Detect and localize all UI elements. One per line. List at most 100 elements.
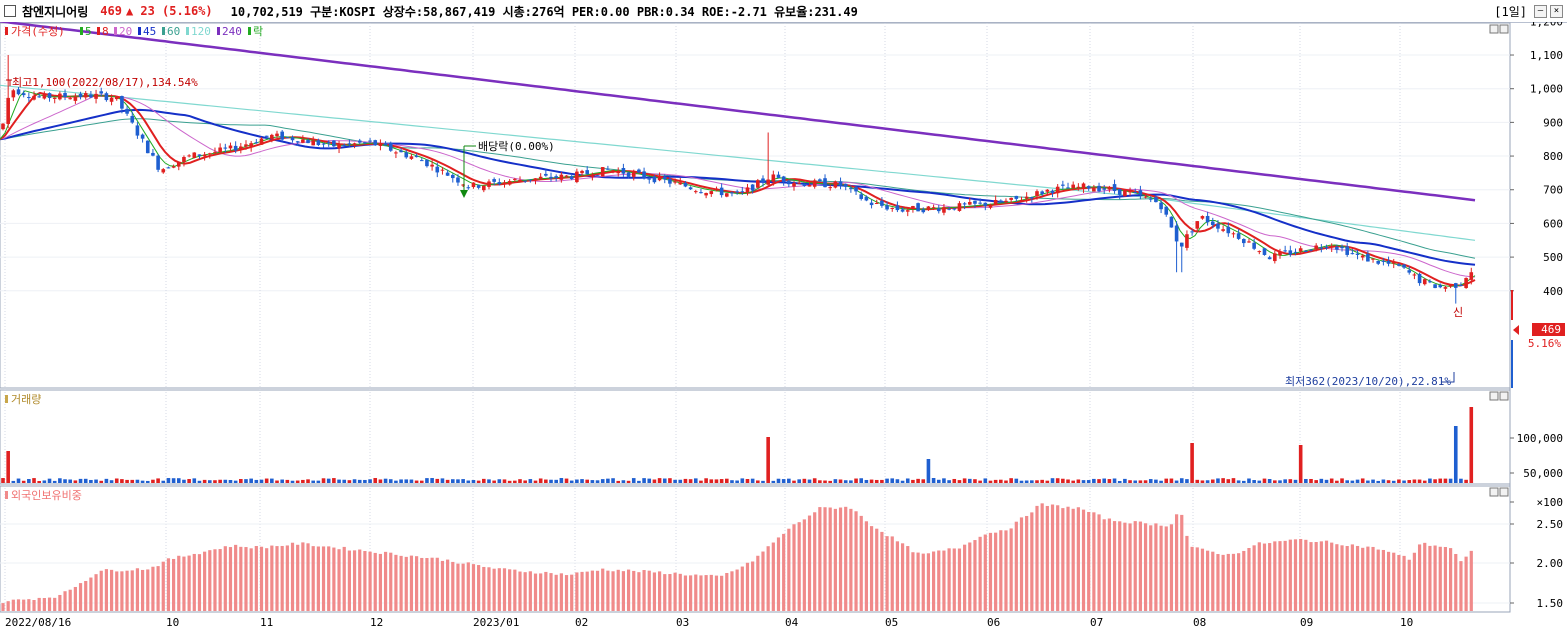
volume-bar — [916, 478, 920, 483]
foreign-panel-buttons[interactable] — [1489, 487, 1509, 497]
volume-bar — [1040, 479, 1044, 483]
candle-body — [208, 153, 212, 155]
foreign-bar — [228, 547, 233, 611]
candle-body — [652, 176, 657, 183]
volume-bar — [502, 479, 507, 483]
volume-bar — [301, 479, 305, 483]
foreign-bar — [203, 551, 207, 611]
candle-body — [270, 134, 274, 139]
candle-body — [1128, 191, 1132, 193]
volume-bar — [662, 478, 667, 483]
foreign-bar — [321, 546, 326, 611]
candle-body — [1185, 234, 1189, 248]
foreign-bar — [626, 569, 631, 611]
volume-bar — [63, 479, 67, 483]
candle-body — [513, 178, 517, 180]
candle-body — [580, 170, 584, 174]
foreign-bar — [58, 594, 62, 611]
volume-bar — [1252, 480, 1256, 483]
select-checkbox[interactable] — [4, 5, 16, 17]
foreign-bar — [280, 545, 284, 611]
foreign-bar — [616, 569, 620, 611]
candle-body — [419, 160, 424, 162]
volume-bar — [678, 479, 683, 483]
candle-body — [699, 192, 703, 194]
foreign-bar — [849, 508, 853, 611]
candle-body — [114, 96, 119, 100]
volume-bar — [947, 480, 951, 483]
foreign-bar — [921, 553, 925, 611]
foreign-legend: 외국인보유비중 — [5, 489, 82, 502]
volume-bar — [280, 479, 284, 483]
foreign-bar — [1242, 550, 1246, 611]
candle-body — [1071, 184, 1075, 189]
volume-bar — [1278, 480, 1282, 483]
candle-body — [383, 143, 388, 146]
foreign-bar — [1009, 528, 1013, 611]
volume-bar — [1304, 478, 1308, 483]
candle-body — [1381, 260, 1386, 262]
close-icon[interactable]: × — [1550, 5, 1563, 18]
foreign-bar — [1118, 521, 1122, 611]
period-selector[interactable]: [1일] — [1494, 4, 1527, 19]
foreign-bar — [554, 574, 558, 611]
candle-body — [259, 138, 264, 145]
foreign-bar — [1262, 543, 1267, 611]
date-label: 2023/01 — [473, 616, 519, 629]
volume-bar — [1283, 479, 1287, 483]
price-tick-label: 700 — [1543, 184, 1563, 197]
foreign-tick-label: 2.00 — [1537, 557, 1564, 570]
candle-body — [1438, 285, 1443, 288]
volume-bar — [549, 479, 553, 483]
volume-bar — [859, 478, 864, 483]
date-label: 05 — [885, 616, 898, 629]
chart-header: 참엔지니어링 469 ▲ 23 (5.16%) 10,702,519 구분:KO… — [0, 0, 1567, 23]
volume-bar — [874, 479, 879, 483]
legend-swatch — [114, 27, 117, 35]
foreign-bar — [937, 550, 941, 611]
candle-body — [89, 94, 93, 98]
volume-bar — [1102, 478, 1107, 483]
volume-bar — [1195, 479, 1200, 483]
volume-bar — [1247, 478, 1251, 483]
ma-120-line — [0, 84, 1476, 241]
volume-bar — [440, 478, 445, 483]
volume-bar — [347, 480, 352, 483]
foreign-ratio-bars — [1, 503, 1473, 611]
minimize-icon[interactable]: – — [1534, 5, 1547, 18]
foreign-bar — [420, 557, 424, 611]
foreign-bar — [249, 548, 253, 611]
volume-bar — [854, 478, 858, 483]
volume-bar — [719, 479, 724, 483]
volume-bar — [311, 480, 315, 483]
foreign-bar — [994, 532, 998, 611]
candle-body — [42, 93, 47, 99]
volume-bar — [290, 480, 295, 483]
candle-body — [704, 193, 708, 196]
volume-bar — [326, 478, 331, 483]
candle-body — [895, 205, 900, 211]
foreign-bar — [740, 566, 744, 611]
candle-body — [352, 143, 357, 145]
candle-body — [456, 177, 460, 183]
candle-body — [600, 167, 605, 177]
foreign-bar — [1407, 559, 1411, 611]
price-panel-buttons[interactable] — [1489, 24, 1509, 34]
foreign-bar — [813, 512, 817, 611]
foreign-bar — [296, 544, 300, 611]
volume-panel-buttons[interactable] — [1489, 391, 1509, 401]
volume-bar — [249, 478, 253, 483]
price-tick-label: 800 — [1543, 150, 1563, 163]
foreign-bar — [254, 545, 258, 611]
candle-body — [1319, 247, 1324, 249]
candle-body — [719, 187, 724, 196]
price-tick-label: 400 — [1543, 285, 1563, 298]
volume-bar — [1453, 426, 1458, 483]
candle-body — [1086, 186, 1091, 189]
volume-bar — [228, 480, 233, 483]
candle-body — [1355, 253, 1360, 255]
foreign-bar — [1438, 546, 1442, 611]
price-tick-label: 500 — [1543, 251, 1563, 264]
candle-body — [1304, 250, 1308, 252]
foreign-bar — [466, 562, 470, 611]
